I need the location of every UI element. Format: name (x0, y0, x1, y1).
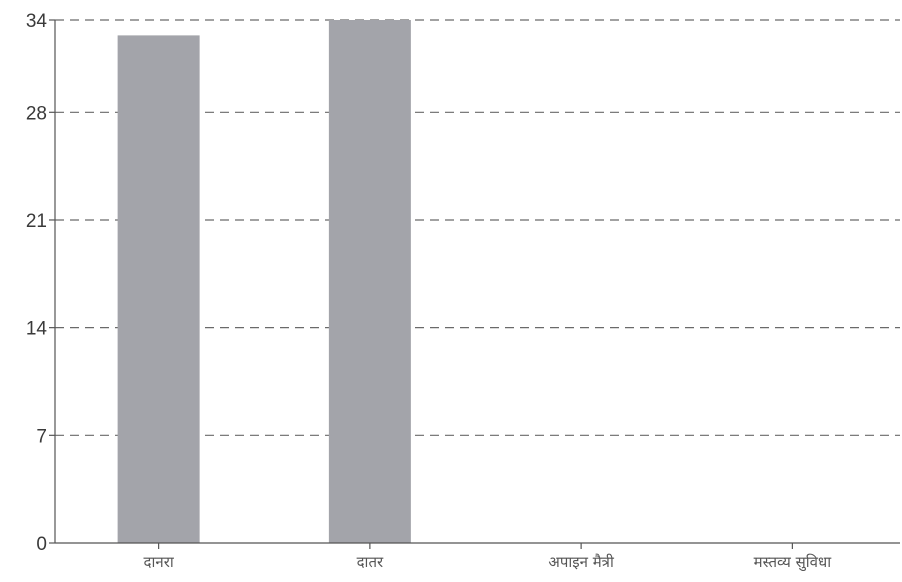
y-tick-label: 21 (26, 211, 47, 232)
x-tick-label: दानरा (144, 553, 175, 571)
x-tick-label: दातर (357, 553, 384, 571)
axes (49, 19, 900, 549)
y-tick-label: 7 (36, 426, 47, 447)
bar-0 (117, 35, 200, 543)
x-tick-label: अपाइन मैत्री (548, 553, 615, 571)
bar-1 (328, 20, 411, 543)
y-tick-label: 34 (26, 11, 48, 32)
y-tick-label: 28 (26, 103, 47, 124)
y-tick-label: 0 (36, 534, 47, 555)
x-tick-labels: दानरा दातर अपाइन मैत्री मस्तव्य सुविधा (144, 553, 833, 572)
bars (117, 20, 411, 543)
x-tick-label: मस्तव्य सुविधा (754, 553, 833, 572)
y-tick-label: 14 (26, 319, 48, 340)
y-tick-labels: 0 7 14 21 28 34 (26, 11, 48, 555)
